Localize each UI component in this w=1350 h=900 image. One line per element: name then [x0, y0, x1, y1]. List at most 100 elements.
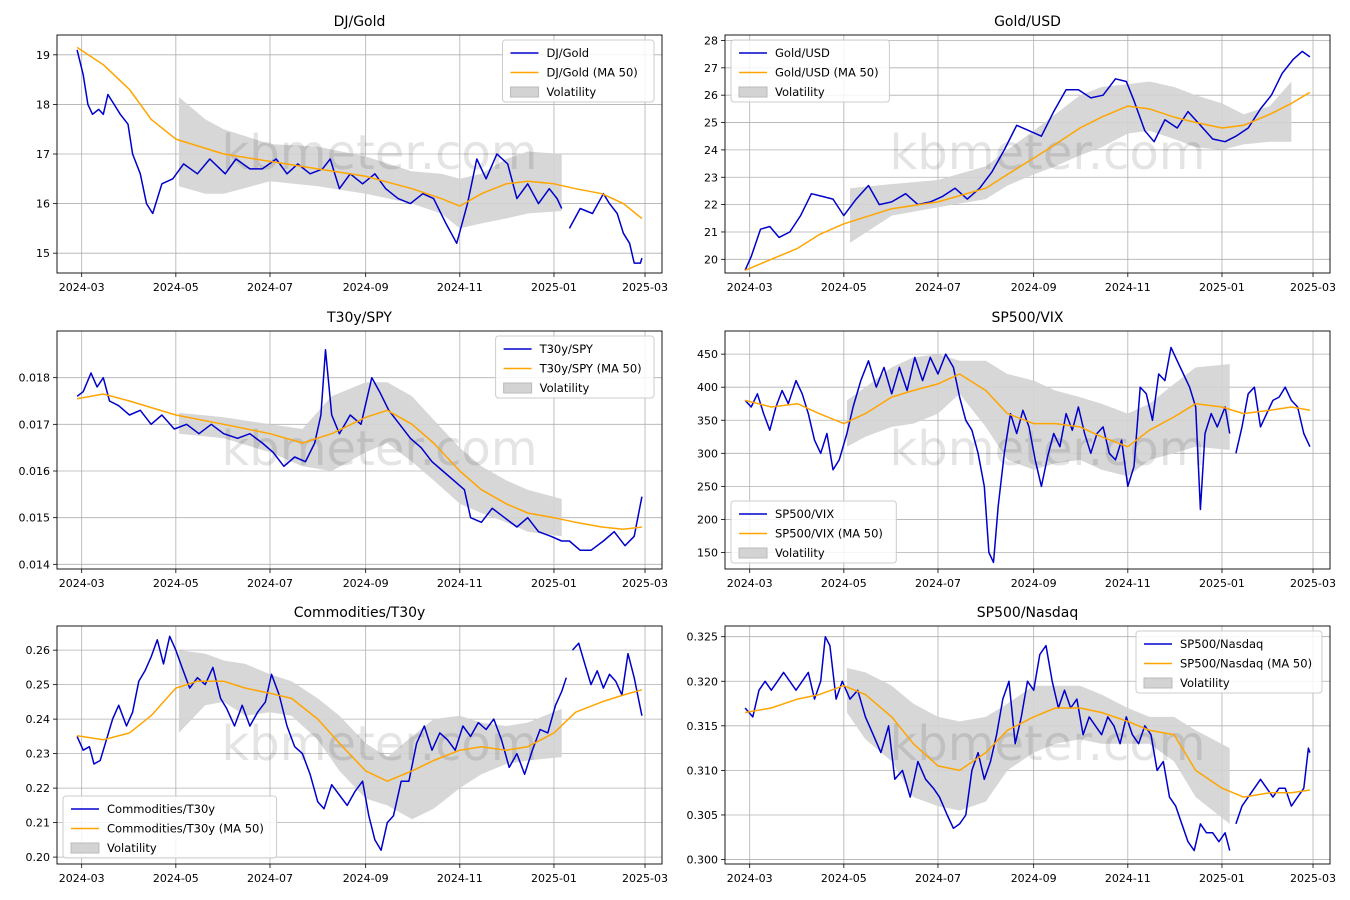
moving-average-line	[76, 393, 642, 531]
moving-average-line	[744, 684, 1311, 798]
legend-label: DJ/Gold	[547, 46, 590, 60]
x-tick-label: 2024-03	[727, 872, 773, 885]
legend-label: Commodities/T30y (MA 50)	[107, 822, 264, 836]
x-tick-label: 2024-09	[343, 872, 389, 885]
y-tick-label: 0.325	[687, 631, 719, 644]
volatility-band	[178, 650, 562, 820]
y-tick-label: 24	[704, 144, 718, 157]
x-tick-label: 2025-03	[622, 872, 668, 885]
x-tick-label: 2024-03	[59, 577, 105, 590]
watermark-text: kbmeter.com	[221, 716, 537, 772]
y-tick-label: 20	[704, 253, 718, 266]
y-tick-label: 0.018	[19, 372, 51, 385]
x-tick-label: 2024-11	[437, 577, 483, 590]
watermark-text: kbmeter.com	[889, 716, 1205, 772]
legend-label: Gold/USD	[775, 46, 830, 60]
watermark-text: kbmeter.com	[889, 421, 1205, 477]
legend: Gold/USD Gold/USD (MA 50) Volatility	[730, 39, 890, 103]
plot-frame	[56, 330, 663, 570]
chart-title: Commodities/T30y	[294, 605, 426, 621]
legend-swatch-volatility	[738, 547, 768, 559]
x-tick-label: 2025-03	[1290, 577, 1336, 590]
legend: SP500/VIX SP500/VIX (MA 50) Volatility	[730, 500, 897, 564]
series-line	[76, 348, 643, 552]
legend-label: DJ/Gold (MA 50)	[547, 66, 638, 80]
x-tick-label: 2025-03	[1290, 872, 1336, 885]
x-tick-label: 2024-07	[247, 577, 293, 590]
moving-average-line	[744, 91, 1311, 271]
x-tick-label: 2025-03	[622, 281, 668, 294]
x-tick-label: 2024-05	[821, 872, 867, 885]
chart-panel: SP500/VIX 2024-03 2024-05 2024-07 2024-09 202…	[697, 310, 1336, 590]
x-tick-label: 2024-05	[153, 281, 199, 294]
legend-box	[1135, 630, 1323, 694]
legend-label: Volatility	[1180, 676, 1230, 690]
y-tick-label: 350	[697, 414, 718, 427]
y-tick-label: 15	[36, 247, 50, 260]
moving-average-line	[744, 373, 1311, 448]
y-tick-label: 0.305	[687, 809, 719, 822]
y-tick-label: 19	[36, 49, 50, 62]
x-tick-label: 2024-09	[343, 577, 389, 590]
y-tick-label: 400	[697, 381, 718, 394]
legend: SP500/Nasdaq SP500/Nasdaq (MA 50) Volatili…	[1135, 630, 1323, 694]
y-tick-label: 300	[697, 447, 718, 460]
watermark-text: kbmeter.com	[221, 421, 537, 477]
x-tick-label: 2024-09	[1011, 872, 1057, 885]
x-tick-label: 2024-03	[727, 577, 773, 590]
y-tick-label: 21	[704, 226, 718, 239]
legend-box	[730, 39, 890, 103]
y-tick-label: 450	[697, 348, 718, 361]
x-tick-label: 2025-01	[1199, 281, 1245, 294]
legend-label: Gold/USD (MA 50)	[775, 66, 879, 80]
chart-title: Gold/USD	[994, 14, 1061, 30]
x-tick-label: 2024-07	[247, 281, 293, 294]
chart-panel: SP500/Nasdaq 2024-03 2024-05 2024-07 2024-09…	[687, 605, 1337, 885]
y-tick-label: 150	[697, 546, 718, 559]
series-line	[744, 346, 1311, 564]
y-tick-label: 18	[36, 98, 50, 111]
volatility-band	[846, 354, 1230, 477]
legend: Commodities/T30y Commodities/T30y (MA 50)…	[62, 795, 278, 859]
legend-label: Volatility	[107, 841, 157, 855]
x-tick-label: 2024-03	[727, 281, 773, 294]
x-tick-label: 2024-05	[821, 577, 867, 590]
x-tick-label: 2024-09	[1011, 281, 1057, 294]
series-line	[744, 50, 1311, 271]
x-tick-label: 2025-01	[1199, 577, 1245, 590]
legend-swatch-volatility	[503, 382, 533, 394]
y-tick-label: 23	[704, 171, 718, 184]
series-line	[76, 635, 643, 851]
y-tick-label: 0.320	[687, 675, 719, 688]
x-tick-label: 2024-11	[1105, 281, 1151, 294]
x-tick-label: 2024-07	[247, 872, 293, 885]
chart-panel: T30y/SPY 2024-03 2024-05 2024-07 2024-09 2024…	[19, 310, 669, 590]
chart-title: SP500/Nasdaq	[977, 605, 1078, 621]
y-tick-label: 0.016	[19, 465, 51, 478]
x-tick-label: 2024-11	[437, 281, 483, 294]
legend-label: T30y/SPY	[539, 342, 594, 356]
y-tick-label: 25	[704, 117, 718, 130]
y-tick-label: 0.21	[26, 817, 51, 830]
chart-title: SP500/VIX	[991, 310, 1063, 326]
legend-swatch-volatility	[1143, 677, 1173, 689]
x-tick-label: 2024-09	[343, 281, 389, 294]
y-tick-label: 0.22	[26, 782, 51, 795]
volatility-band	[846, 667, 1230, 824]
y-tick-label: 0.017	[19, 418, 51, 431]
x-tick-label: 2024-05	[821, 281, 867, 294]
y-tick-label: 22	[704, 199, 718, 212]
x-tick-label: 2025-03	[1290, 281, 1336, 294]
y-tick-label: 0.315	[687, 720, 719, 733]
y-tick-label: 27	[704, 62, 718, 75]
legend-box	[495, 335, 655, 399]
watermark-text: kbmeter.com	[889, 125, 1205, 181]
legend-label: Commodities/T30y	[107, 802, 215, 816]
legend: DJ/Gold DJ/Gold (MA 50) Volatility	[502, 39, 655, 103]
legend-label: Volatility	[775, 546, 825, 560]
plot-frame	[724, 625, 1331, 865]
legend-swatch-volatility	[510, 86, 539, 98]
x-tick-label: 2025-01	[531, 872, 577, 885]
y-tick-label: 0.24	[26, 713, 51, 726]
